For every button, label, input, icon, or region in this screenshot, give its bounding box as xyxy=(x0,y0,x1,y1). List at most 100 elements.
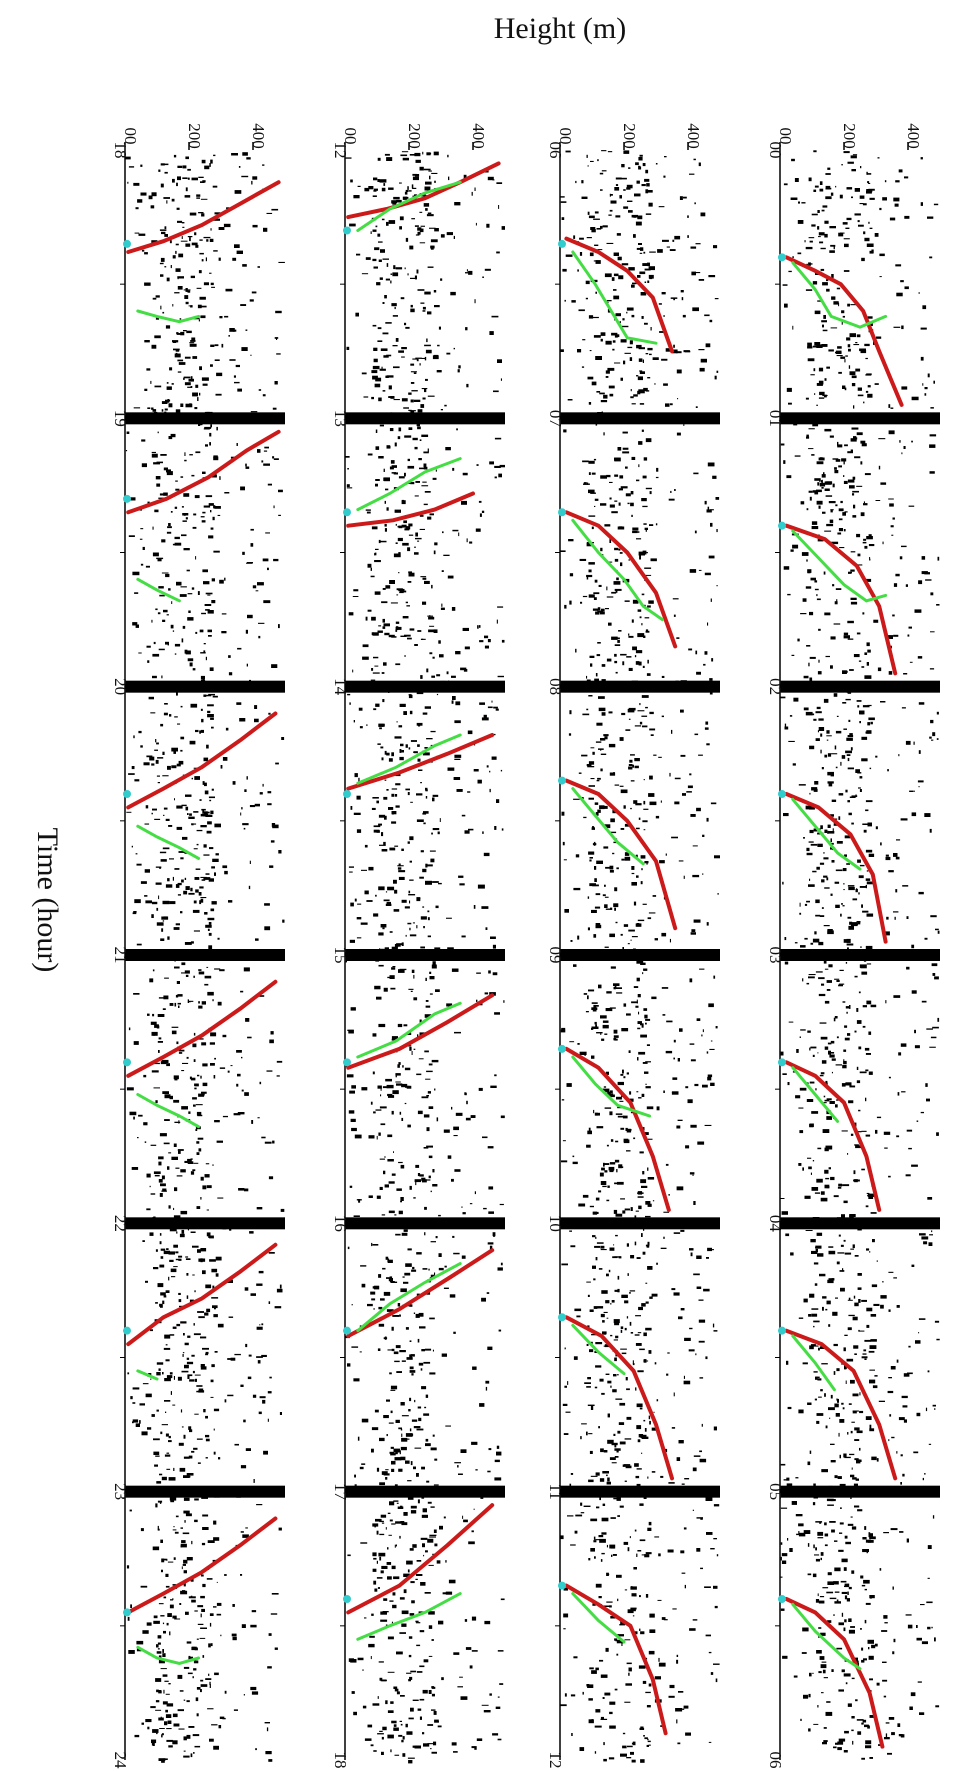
echo-pixel xyxy=(196,287,202,289)
echo-pixel xyxy=(377,743,381,745)
echo-pixel xyxy=(683,1380,691,1385)
echo-pixel xyxy=(828,1246,834,1248)
echo-pixel xyxy=(604,1033,608,1035)
echo-pixel xyxy=(706,1257,709,1259)
echo-pixel xyxy=(251,1610,257,1613)
echo-pixel xyxy=(600,400,608,403)
echo-pixel xyxy=(174,1078,178,1081)
echo-pixel xyxy=(843,1627,846,1632)
echo-pixel xyxy=(158,1179,163,1183)
echo-pixel xyxy=(487,176,494,181)
echo-pixel xyxy=(432,961,436,965)
echo-pixel xyxy=(236,250,243,254)
echo-pixel xyxy=(780,1198,785,1199)
echo-pixel xyxy=(854,1255,859,1257)
echo-pixel xyxy=(647,262,650,267)
time-label: 15 xyxy=(331,947,350,964)
echo-pixel xyxy=(389,1281,395,1283)
echo-pixel xyxy=(588,562,595,565)
echo-pixel xyxy=(787,593,791,596)
echo-pixel xyxy=(492,972,498,976)
echo-pixel xyxy=(622,431,628,434)
echo-pixel xyxy=(797,252,802,255)
echo-pixel xyxy=(709,319,713,323)
echo-pixel xyxy=(410,308,415,313)
echo-pixel xyxy=(435,989,440,992)
echo-pixel xyxy=(560,201,567,203)
echo-pixel xyxy=(423,822,426,825)
echo-pixel xyxy=(451,968,459,972)
echo-pixel xyxy=(586,1281,591,1283)
echo-pixel xyxy=(619,1402,626,1406)
echo-pixel xyxy=(604,736,608,740)
echo-pixel xyxy=(645,390,650,392)
echo-pixel xyxy=(621,1294,628,1298)
echo-pixel xyxy=(714,855,720,859)
echo-pixel xyxy=(806,436,810,439)
echo-pixel xyxy=(625,1127,628,1131)
echo-pixel xyxy=(371,616,376,621)
echo-pixel xyxy=(395,542,398,544)
echo-pixel xyxy=(642,725,648,728)
echo-pixel xyxy=(609,831,617,834)
echo-pixel xyxy=(361,273,369,275)
echo-pixel xyxy=(846,754,851,756)
echo-pixel xyxy=(842,1001,846,1003)
hour-separator xyxy=(560,680,720,693)
echo-pixel xyxy=(865,809,869,812)
echo-pixel xyxy=(174,353,181,358)
echo-pixel xyxy=(869,1345,877,1349)
echo-pixel xyxy=(616,1096,622,1100)
echo-pixel xyxy=(386,752,390,756)
green-line-segment xyxy=(791,797,862,871)
echo-pixel xyxy=(387,1093,393,1097)
echo-pixel xyxy=(432,355,439,360)
echo-pixel xyxy=(416,269,419,274)
echo-pixel xyxy=(414,1447,422,1449)
echo-pixel xyxy=(601,1517,609,1522)
echo-pixel xyxy=(416,819,424,822)
echo-pixel xyxy=(820,247,826,250)
echo-pixel xyxy=(852,490,859,493)
echo-pixel xyxy=(468,270,473,275)
echo-pixel xyxy=(593,218,600,220)
echo-pixel xyxy=(163,467,168,471)
echo-pixel xyxy=(350,1659,357,1663)
echo-pixel xyxy=(825,1080,828,1084)
echo-pixel xyxy=(889,1414,892,1417)
echo-pixel xyxy=(648,912,656,914)
echo-pixel xyxy=(391,788,398,790)
echo-pixel xyxy=(601,150,607,152)
echo-pixel xyxy=(784,961,789,965)
echo-pixel xyxy=(393,472,398,475)
echo-pixel xyxy=(702,1029,704,1033)
echo-pixel xyxy=(916,1625,918,1628)
echo-pixel xyxy=(166,469,171,473)
echo-pixel xyxy=(798,1163,802,1166)
echo-pixel xyxy=(409,836,414,841)
echo-pixel xyxy=(195,1104,203,1106)
echo-pixel xyxy=(880,1304,884,1309)
echo-pixel xyxy=(203,236,211,239)
echo-pixel xyxy=(640,962,646,965)
echo-pixel xyxy=(842,1064,847,1069)
echo-pixel xyxy=(624,1589,628,1591)
echo-pixel xyxy=(610,1303,612,1305)
echo-pixel xyxy=(588,402,592,405)
echo-pixel xyxy=(647,280,650,283)
echo-pixel xyxy=(385,1469,389,1471)
echo-pixel xyxy=(409,1340,412,1342)
height-tick-label: 200 xyxy=(620,123,639,149)
hour-separator xyxy=(780,949,940,961)
echo-pixel xyxy=(842,702,847,704)
red-line-segment xyxy=(564,510,678,649)
echo-pixel xyxy=(396,721,398,723)
echo-pixel xyxy=(186,569,190,572)
cyan-marker xyxy=(343,1326,351,1335)
echo-pixel xyxy=(347,693,351,696)
echo-pixel xyxy=(622,1210,626,1214)
echo-pixel xyxy=(604,896,609,898)
echo-pixel xyxy=(577,349,582,353)
echo-pixel xyxy=(181,972,187,974)
echo-pixel xyxy=(434,1272,436,1276)
